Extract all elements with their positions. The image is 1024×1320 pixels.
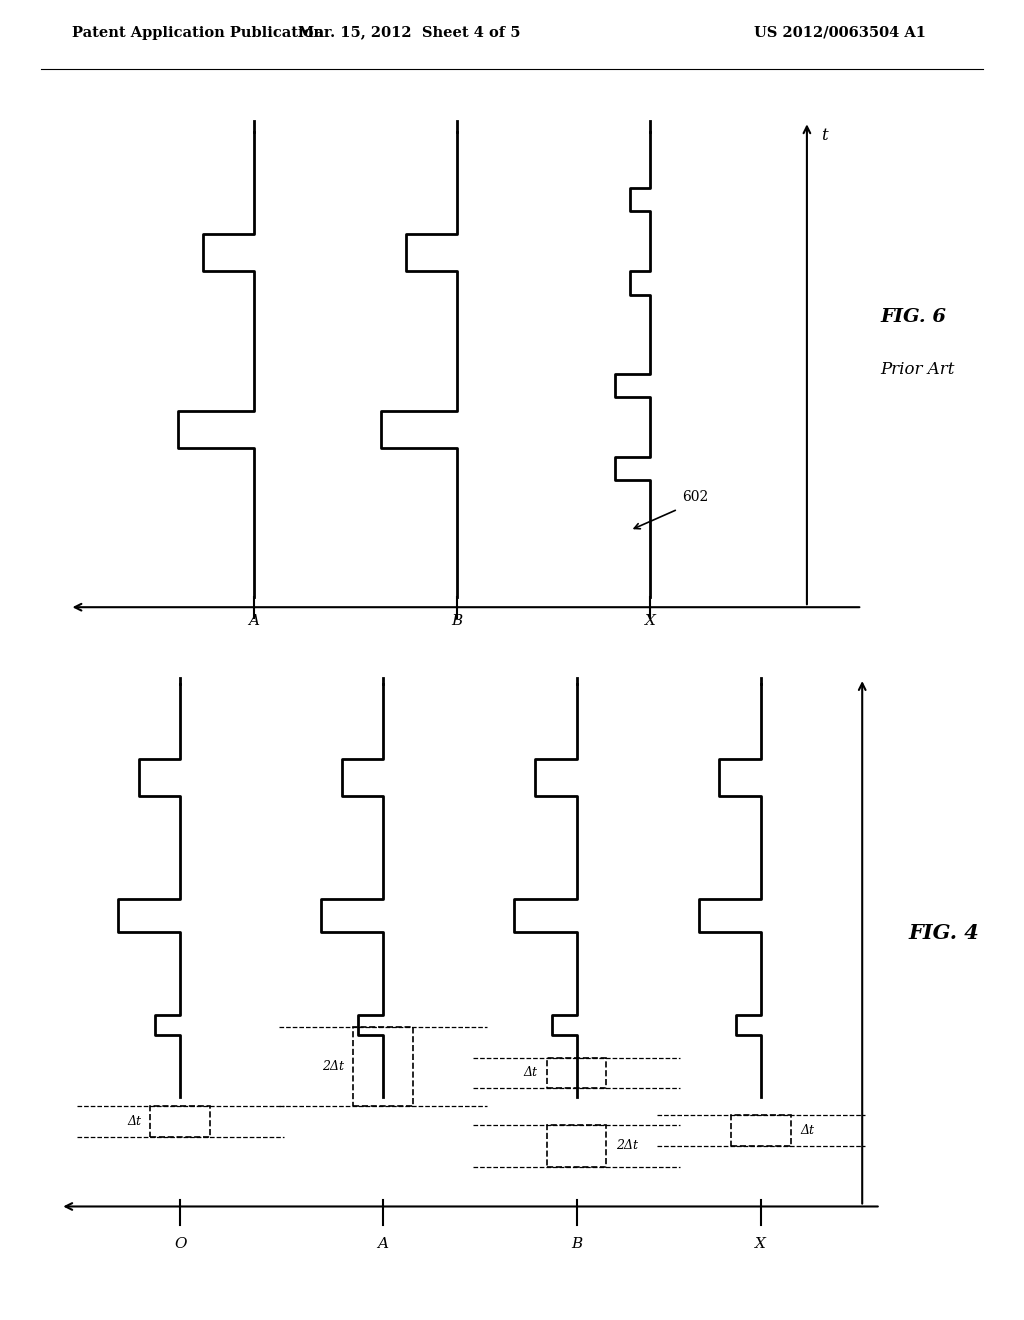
Text: A: A [378,1237,388,1251]
Text: 2Δt: 2Δt [615,1139,638,1152]
Text: B: B [571,1237,582,1251]
Text: Patent Application Publication: Patent Application Publication [72,25,324,40]
Text: X: X [756,1237,766,1251]
Text: 2Δt: 2Δt [322,1060,344,1073]
Text: Δt: Δt [127,1115,141,1129]
Text: A: A [249,614,259,628]
Text: FIG. 6: FIG. 6 [881,308,946,326]
Text: US 2012/0063504 A1: US 2012/0063504 A1 [754,25,926,40]
Text: O: O [174,1237,186,1251]
Text: 602: 602 [683,490,709,504]
Text: Prior Art: Prior Art [881,362,955,378]
Text: Δt: Δt [800,1125,814,1137]
Text: t: t [821,127,827,144]
Text: Mar. 15, 2012  Sheet 4 of 5: Mar. 15, 2012 Sheet 4 of 5 [298,25,521,40]
Text: Δt: Δt [523,1067,538,1080]
Text: X: X [645,614,655,628]
Text: FIG. 4: FIG. 4 [908,923,979,944]
Text: B: B [452,614,462,628]
